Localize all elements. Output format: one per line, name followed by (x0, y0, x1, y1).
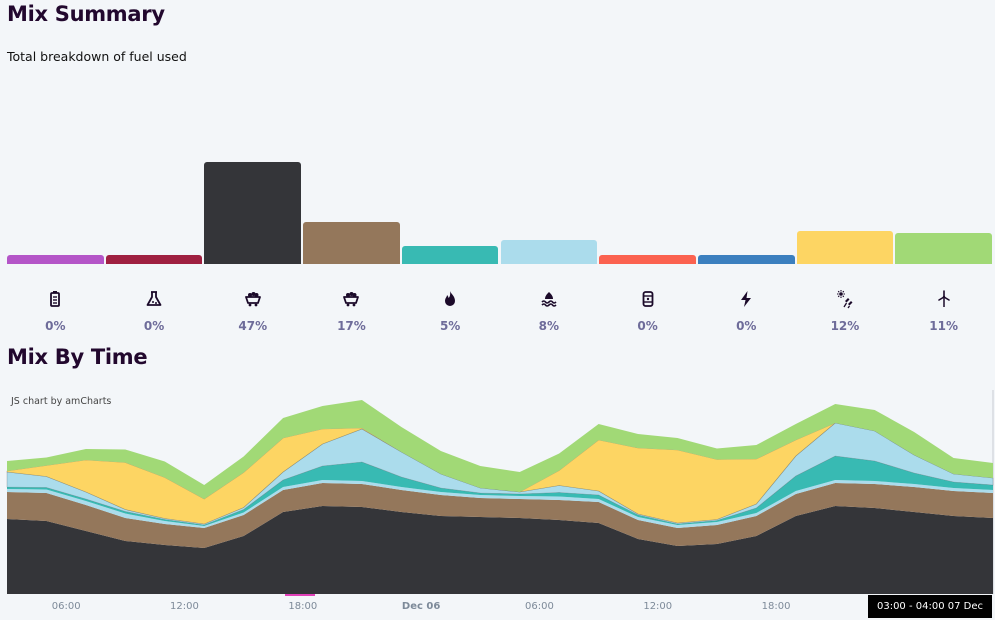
bar-percent-label: 0% (45, 319, 66, 333)
chart-credit-link[interactable]: JS chart by amCharts (11, 396, 112, 407)
coal-cart-icon (243, 289, 263, 309)
oil-barrel-icon (638, 289, 658, 309)
x-axis-tick-label: Dec 06 (401, 601, 441, 612)
area-series-gas[interactable] (7, 456, 993, 526)
bar-oil[interactable] (599, 255, 696, 264)
bar-percent-label: 12% (830, 319, 860, 333)
x-axis-tick-label: 18:00 (761, 601, 791, 612)
area-series-hydro-low[interactable] (7, 480, 993, 528)
mix-summary-bar-chart: 0% 0% 47% 17% 5% 8% 0% 0% 12% 11% (7, 162, 992, 333)
flame-icon (440, 289, 460, 309)
bar-coal[interactable] (204, 162, 302, 264)
bar-percent-label: 11% (929, 319, 958, 333)
x-axis-tick-label: 18:00 (288, 601, 318, 612)
chart-tooltip: 03:00 - 04:00 07 Dec (868, 595, 992, 618)
bar-nuclear[interactable] (105, 255, 203, 264)
bar-imports[interactable] (697, 255, 795, 264)
hydro-icon (539, 289, 559, 309)
bar-percent-label: 8% (538, 319, 560, 333)
bar-percent-label: 5% (439, 319, 461, 333)
x-axis-tick-label: 12:00 (170, 601, 199, 612)
bar-percent-label: 0% (736, 319, 757, 333)
bar-wind[interactable] (895, 233, 992, 264)
bar-coal-import[interactable] (303, 222, 400, 264)
solar-icon (835, 289, 855, 309)
bar-percent-label: 0% (143, 319, 165, 333)
lightning-icon (736, 289, 756, 309)
bar-solar[interactable] (796, 231, 894, 264)
x-axis-tick-label: 06:00 (51, 601, 81, 612)
wind-turbine-icon (934, 289, 954, 309)
area-series-coal[interactable] (7, 506, 993, 594)
bar-gas[interactable] (401, 246, 499, 264)
coal-cart-icon (341, 289, 361, 309)
page-title-mix-summary: Mix Summary (7, 2, 165, 26)
summary-subtitle: Total breakdown of fuel used (7, 49, 187, 64)
battery-icon (45, 289, 65, 309)
flask-icon (144, 289, 164, 309)
bar-hydro[interactable] (500, 240, 598, 264)
mix-by-time-area-chart (6, 390, 994, 596)
bar-biomass[interactable] (7, 255, 104, 264)
x-axis-tick-label: 06:00 (525, 601, 554, 612)
area-series-wind[interactable] (7, 400, 993, 499)
bar-percent-label: 47% (238, 319, 268, 333)
section-title-mix-by-time: Mix By Time (7, 345, 148, 369)
bar-percent-label: 0% (637, 319, 658, 333)
x-axis-tick-label: 12:00 (643, 601, 673, 612)
bar-percent-label: 17% (337, 319, 366, 333)
area-series-coal-import[interactable] (7, 483, 993, 548)
